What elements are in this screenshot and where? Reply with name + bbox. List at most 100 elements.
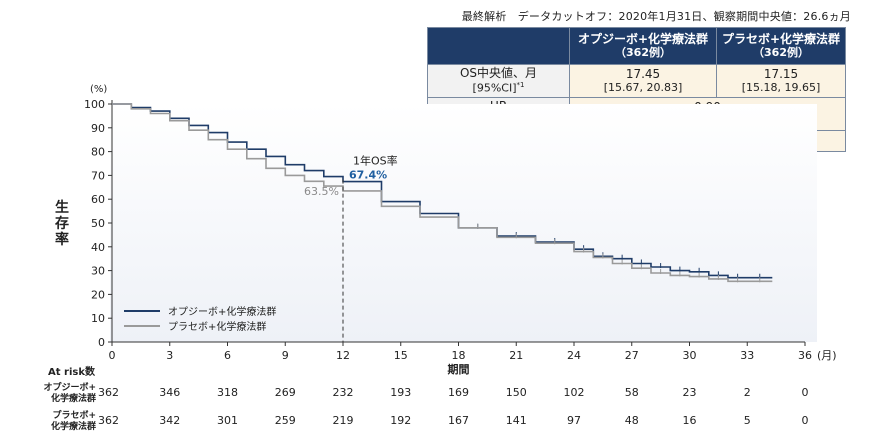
hr-ci: [0.75, 1.08] xyxy=(675,113,740,127)
placebo-header-name: プラセボ+化学療法群 xyxy=(721,31,841,46)
hr-label: HR [95%CI]*2 xyxy=(427,97,570,131)
placebo-column-header: プラセボ+化学療法群 （362例） xyxy=(716,27,846,65)
at-risk-value: 192 xyxy=(390,414,411,427)
x-tick-label: 12 xyxy=(336,349,350,362)
nivo-header-name: オプジーボ+化学療法群 xyxy=(577,31,709,46)
nivo-header-count: （362例） xyxy=(615,45,671,59)
at-risk-value: 219 xyxy=(333,414,354,427)
at-risk-value: 2 xyxy=(744,386,751,399)
footnote-mark: *2 xyxy=(516,113,525,122)
legend-placebo-label: プラセボ+化学療法群 xyxy=(168,320,266,333)
y-tick-label: 20 xyxy=(91,288,105,301)
pvalue-value: 0.257 xyxy=(690,133,725,148)
at-risk-row-label-l1: プラセボ+ xyxy=(52,409,96,421)
at-risk-row-label-l2: 化学療法群 xyxy=(51,392,96,404)
x-axis-label: 期間 xyxy=(448,362,470,376)
y-axis: 0 10 20 30 40 50 60 70 80 90 100 (%) 生存率 xyxy=(55,84,113,349)
footnotes: *1：Brookmeyer-Crowley法、*2：投与群を単一の共変量とした層… xyxy=(427,171,732,189)
analysis-header-note: 最終解析 データカットオフ：2020年1月31日、観察期間中央値：26.6ヵ月 xyxy=(461,10,851,23)
table-header-row: オプジーボ+化学療法群 （362例） プラセボ+化学療法群 （362例） xyxy=(427,27,846,65)
x-tick-label: 30 xyxy=(683,349,697,362)
one-year-os-title: 1年OS率 xyxy=(353,154,398,168)
nivo-os-median: 17.45 xyxy=(625,66,661,81)
at-risk-value: 232 xyxy=(333,386,354,399)
at-risk-value: 362 xyxy=(98,386,119,399)
at-risk-row-label-l2: 化学療法群 xyxy=(51,420,96,432)
at-risk-value: 0 xyxy=(802,414,809,427)
y-tick-label: 40 xyxy=(91,241,105,254)
x-tick-label: 36 xyxy=(798,349,812,362)
x-tick-label: 33 xyxy=(740,349,754,362)
x-tick-label: 15 xyxy=(394,349,408,362)
footnote-line-1: *1：Brookmeyer-Crowley法、*2：投与群を単一の共変量とした層… xyxy=(427,171,732,179)
legend-nivo-label: オプジーボ+化学療法群 xyxy=(168,305,276,318)
at-risk-value: 150 xyxy=(506,386,527,399)
x-tick-label: 9 xyxy=(282,349,289,362)
y-axis-label-char: 率 xyxy=(55,231,69,248)
at-risk-value: 5 xyxy=(744,414,751,427)
at-risk-value: 346 xyxy=(159,386,180,399)
x-tick-label: 6 xyxy=(224,349,231,362)
nivo-one-year-label: 67.4% xyxy=(349,169,387,182)
footnote-line-2: *3：層別log-rank検定 xyxy=(427,180,499,189)
x-axis: 0 3 6 9 12 15 18 21 24 27 30 33 36 (月)期間 xyxy=(109,341,837,376)
at-risk-value: 58 xyxy=(625,386,639,399)
hr-ci-label: [95%CI] xyxy=(472,114,517,128)
hr-value: 0.90 xyxy=(694,99,721,114)
at-risk-value: 362 xyxy=(98,414,119,427)
y-unit-label: (%) xyxy=(90,84,107,95)
placebo-one-year-label: 63.5% xyxy=(304,185,339,198)
table-corner-cell xyxy=(427,27,570,65)
y-tick-label: 60 xyxy=(91,193,105,206)
at-risk-title: At risk数 xyxy=(48,365,96,378)
y-axis-label-char: 生 xyxy=(55,199,69,216)
at-risk-value: 141 xyxy=(506,414,527,427)
placebo-header-count: （362例） xyxy=(753,45,809,59)
pvalue-label: p値*3 xyxy=(427,130,570,152)
at-risk-value: 259 xyxy=(275,414,296,427)
x-tick-label: 27 xyxy=(625,349,639,362)
at-risk-value: 269 xyxy=(275,386,296,399)
table-row-pvalue: p値*3 0.257 xyxy=(427,130,846,152)
hr-label-text: HR xyxy=(489,98,508,113)
y-tick-label: 70 xyxy=(91,169,105,182)
y-tick-label: 90 xyxy=(91,122,105,135)
y-tick-label: 100 xyxy=(84,98,105,111)
x-tick-label: 24 xyxy=(567,349,581,362)
table-row-os-median: OS中央値、月 [95%CI]*1 17.45 [15.67, 20.83] 1… xyxy=(427,64,846,98)
at-risk-value: 169 xyxy=(448,386,469,399)
y-tick-label: 30 xyxy=(91,265,105,278)
at-risk-value: 97 xyxy=(567,414,581,427)
y-tick-label: 50 xyxy=(91,217,105,230)
nivo-os-median-ci: [15.67, 20.83] xyxy=(603,80,683,94)
at-risk-value: 16 xyxy=(683,414,697,427)
at-risk-value: 23 xyxy=(683,386,697,399)
os-median-label: OS中央値、月 [95%CI]*1 xyxy=(427,64,570,98)
at-risk-value: 301 xyxy=(217,414,238,427)
nivo-column-header: オプジーボ+化学療法群 （362例） xyxy=(569,27,717,65)
placebo-os-median-cell: 17.15 [15.18, 19.65] xyxy=(716,64,846,98)
os-median-ci-label: [95%CI] xyxy=(472,81,517,95)
at-risk-row-label-l1: オプジーボ+ xyxy=(43,381,96,393)
hr-cell: 0.90 [0.75, 1.08] xyxy=(569,97,846,131)
x-tick-label: 3 xyxy=(166,349,173,362)
x-tick-label: 18 xyxy=(452,349,466,362)
results-table: オプジーボ+化学療法群 （362例） プラセボ+化学療法群 （362例） OS中… xyxy=(427,27,846,152)
y-tick-label: 10 xyxy=(91,312,105,325)
footnote-mark: *3 xyxy=(503,133,512,142)
pvalue-cell: 0.257 xyxy=(569,130,846,152)
x-tick-label: 0 xyxy=(109,349,116,362)
at-risk-value: 0 xyxy=(802,386,809,399)
os-median-label-text: OS中央値、月 xyxy=(459,65,538,80)
at-risk-value: 318 xyxy=(217,386,238,399)
nivo-os-median-cell: 17.45 [15.67, 20.83] xyxy=(569,64,717,98)
table-row-hr: HR [95%CI]*2 0.90 [0.75, 1.08] xyxy=(427,97,846,131)
at-risk-value: 342 xyxy=(159,414,180,427)
at-risk-value: 193 xyxy=(390,386,411,399)
placebo-os-median-ci: [15.18, 19.65] xyxy=(741,80,821,94)
at-risk-value: 102 xyxy=(564,386,585,399)
y-axis-label-char: 存 xyxy=(55,215,69,232)
